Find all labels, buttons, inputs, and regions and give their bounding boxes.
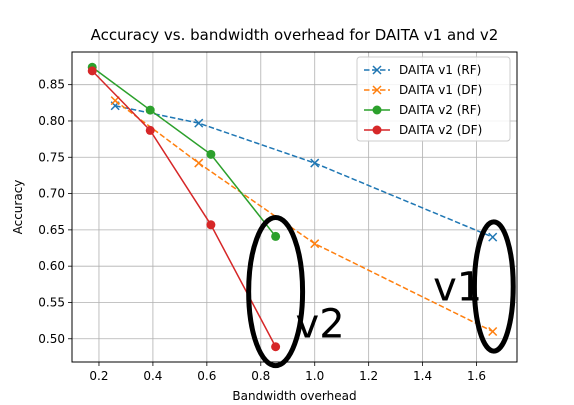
x-tick-label: 0.4 xyxy=(143,369,162,383)
x-tick-label: 1.2 xyxy=(359,369,378,383)
data-point xyxy=(206,149,216,159)
data-point xyxy=(271,342,281,352)
legend-marker xyxy=(372,105,382,115)
y-axis-label: Accuracy xyxy=(11,180,25,235)
legend-marker xyxy=(372,85,382,95)
series-4 xyxy=(87,66,281,352)
y-tick-label: 0.50 xyxy=(38,332,65,346)
legend-entry: DAITA v1 (DF) xyxy=(364,83,482,97)
annotation-label: v2 xyxy=(296,302,345,348)
legend-label: DAITA v2 (RF) xyxy=(399,103,481,117)
data-point xyxy=(194,158,204,168)
annotation-layer: v1 v2 xyxy=(246,215,516,369)
series-line xyxy=(91,66,277,237)
series-layer xyxy=(87,62,498,352)
legend-entry: DAITA v1 (RF) xyxy=(364,63,481,77)
legend: DAITA v1 (RF) DAITA v1 (DF) DAITA v2 (RF) D… xyxy=(356,56,511,142)
data-point xyxy=(488,232,498,242)
data-point xyxy=(194,118,204,128)
plot-frame xyxy=(71,51,518,363)
data-point xyxy=(488,326,498,337)
chart-title: Accuracy vs. bandwidth overhead for DAIT… xyxy=(91,26,499,44)
y-tick-label: 0.75 xyxy=(38,150,65,164)
data-point xyxy=(87,66,97,76)
data-point xyxy=(206,220,216,230)
tick-layer: 0.2 0.4 0.6 0.8 1.0 1.2 1.4 1.6 0.50 0.55 0.60 0.65… xyxy=(38,78,486,383)
x-tick-label: 0.8 xyxy=(251,369,270,383)
legend-entry: DAITA v2 (RF) xyxy=(364,103,481,117)
data-point xyxy=(310,158,320,168)
legend-label: DAITA v2 (DF) xyxy=(399,123,482,137)
series-3 xyxy=(87,62,281,241)
series-line xyxy=(91,70,277,348)
x-tick-label: 1.6 xyxy=(467,369,486,383)
x-tick-label: 0.6 xyxy=(197,369,216,383)
data-point xyxy=(145,125,155,135)
x-tick-label: 0.2 xyxy=(89,369,108,383)
highlight-ellipse xyxy=(471,219,516,354)
y-tick-label: 0.65 xyxy=(38,223,65,237)
x-axis-label: Bandwidth overhead xyxy=(232,389,356,403)
highlight-ellipse xyxy=(246,215,306,369)
y-tick-label: 0.85 xyxy=(38,78,65,92)
legend-label: DAITA v1 (RF) xyxy=(399,63,481,77)
x-tick-label: 1.0 xyxy=(305,369,324,383)
series-2 xyxy=(110,96,498,337)
legend-marker xyxy=(372,125,382,135)
y-tick-label: 0.55 xyxy=(38,295,65,309)
legend-box xyxy=(356,56,511,142)
annotation-label: v1 xyxy=(433,264,482,310)
data-point xyxy=(310,239,320,249)
data-point xyxy=(145,105,155,115)
series-line xyxy=(114,100,494,333)
y-tick-label: 0.80 xyxy=(38,114,65,128)
y-tick-label: 0.70 xyxy=(38,187,65,201)
y-tick-label: 0.60 xyxy=(38,259,65,273)
data-point xyxy=(271,231,281,241)
legend-label: DAITA v1 (DF) xyxy=(399,83,482,97)
legend-marker xyxy=(372,65,382,75)
legend-entry: DAITA v2 (DF) xyxy=(364,123,482,137)
x-tick-label: 1.4 xyxy=(413,369,432,383)
